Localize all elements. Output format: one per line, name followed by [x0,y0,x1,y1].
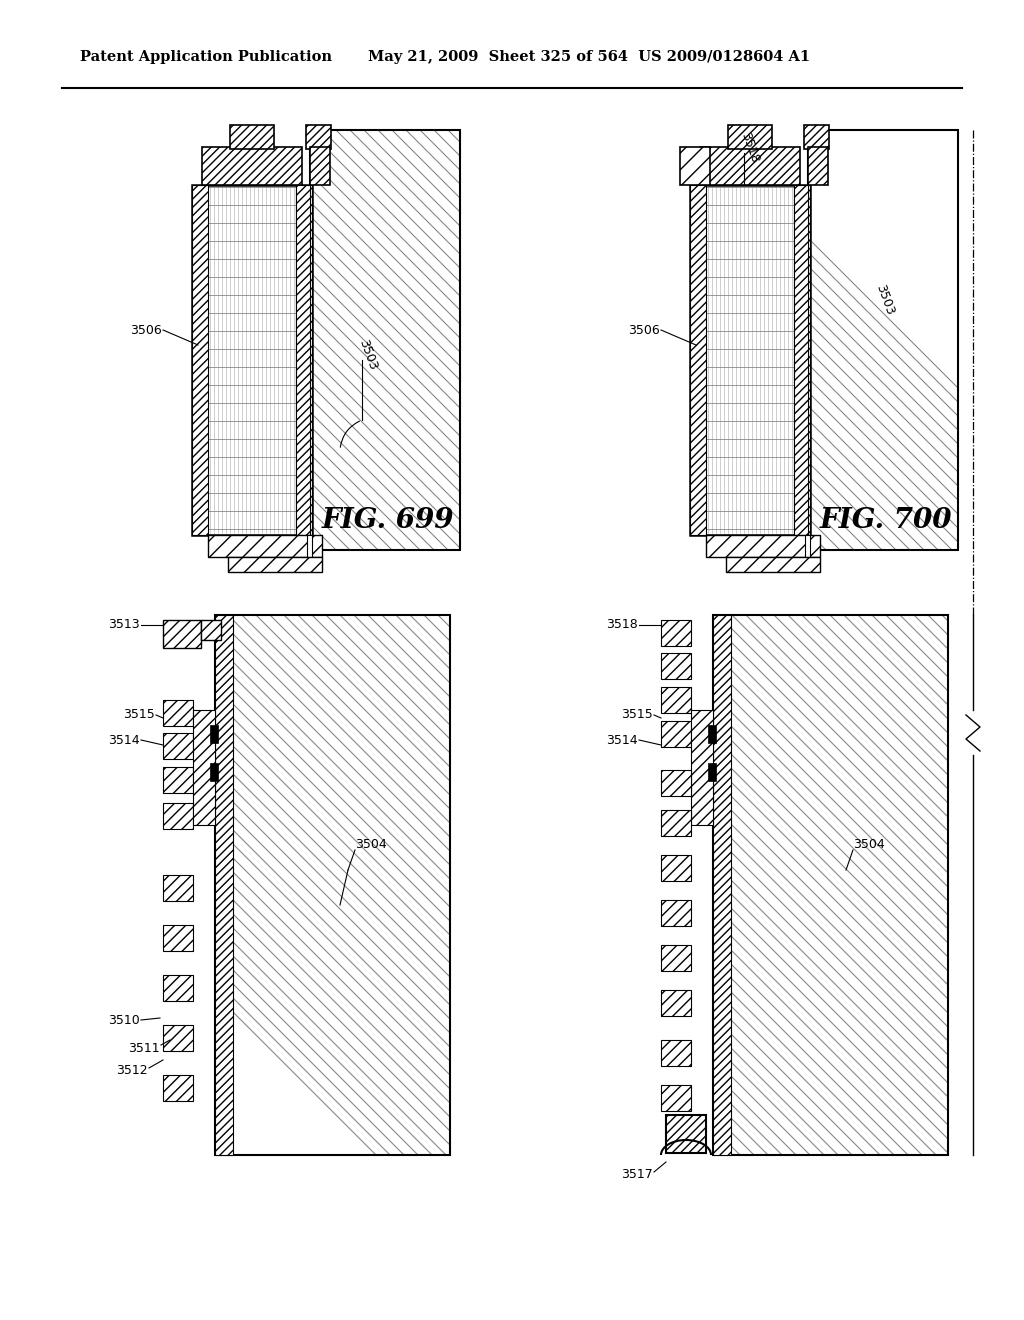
Bar [700,147,800,185]
Bar [306,125,331,149]
Bar [296,185,312,535]
Bar [210,763,218,781]
Bar [163,767,193,793]
Bar [690,185,706,535]
Text: 3510: 3510 [109,1014,140,1027]
Text: 3506: 3506 [629,323,660,337]
Bar [662,855,691,880]
Bar [662,686,691,713]
Text: 3518: 3518 [606,619,638,631]
Bar [794,185,810,535]
Text: 3514: 3514 [606,734,638,747]
Bar [307,535,312,557]
Bar [708,725,716,743]
Bar [193,710,215,825]
Bar [163,975,193,1001]
Bar [163,733,193,759]
Bar [691,710,713,825]
Bar [193,185,208,535]
Bar [662,1085,691,1111]
Text: 3515: 3515 [622,709,653,722]
Bar [662,900,691,927]
Bar [230,125,274,149]
Bar [708,763,716,781]
Bar [662,990,691,1016]
Text: 3517: 3517 [622,1168,653,1181]
Bar [163,925,193,950]
Bar [794,185,808,535]
Bar [163,700,193,726]
Bar [163,803,193,829]
Bar [728,125,772,149]
Bar [666,1115,706,1152]
Bar [193,185,312,535]
Bar [662,1040,691,1067]
Bar [713,615,948,1155]
Bar [228,557,322,572]
Bar [662,620,691,645]
Bar [808,129,958,550]
Bar [310,185,312,535]
Bar [163,875,193,902]
Text: 3504: 3504 [853,838,885,851]
Text: May 21, 2009  Sheet 325 of 564  US 2009/0128604 A1: May 21, 2009 Sheet 325 of 564 US 2009/01… [368,50,810,63]
Text: FIG. 699: FIG. 699 [322,507,455,533]
Text: 3514: 3514 [109,734,140,747]
Bar [163,1026,193,1051]
Bar [706,535,820,557]
Text: 3512: 3512 [117,1064,148,1077]
Bar [201,620,221,640]
Bar [726,557,820,572]
Bar [680,147,710,185]
Text: 3503: 3503 [873,282,896,317]
Text: 3511: 3511 [128,1041,160,1055]
Text: 3513: 3513 [109,619,140,631]
Text: 3518: 3518 [738,131,761,165]
Bar [202,147,302,185]
Bar [713,615,731,1155]
Bar [163,1074,193,1101]
Bar [662,721,691,747]
Bar [662,770,691,796]
Bar [310,147,330,185]
Bar [804,125,829,149]
Bar [163,620,201,648]
Bar [805,535,810,557]
Text: FIG. 700: FIG. 700 [820,507,952,533]
Bar [215,615,233,1155]
Text: 3504: 3504 [355,838,387,851]
Text: 3503: 3503 [356,338,379,372]
Bar [215,615,450,1155]
Bar [808,147,828,185]
Text: 3506: 3506 [130,323,162,337]
Text: 3515: 3515 [123,709,155,722]
Bar [210,725,218,743]
Bar [662,945,691,972]
Text: Patent Application Publication: Patent Application Publication [80,50,332,63]
Bar [310,129,460,550]
Bar [662,653,691,678]
Bar [296,185,310,535]
Bar [662,810,691,836]
Bar [690,185,810,535]
Bar [208,535,322,557]
